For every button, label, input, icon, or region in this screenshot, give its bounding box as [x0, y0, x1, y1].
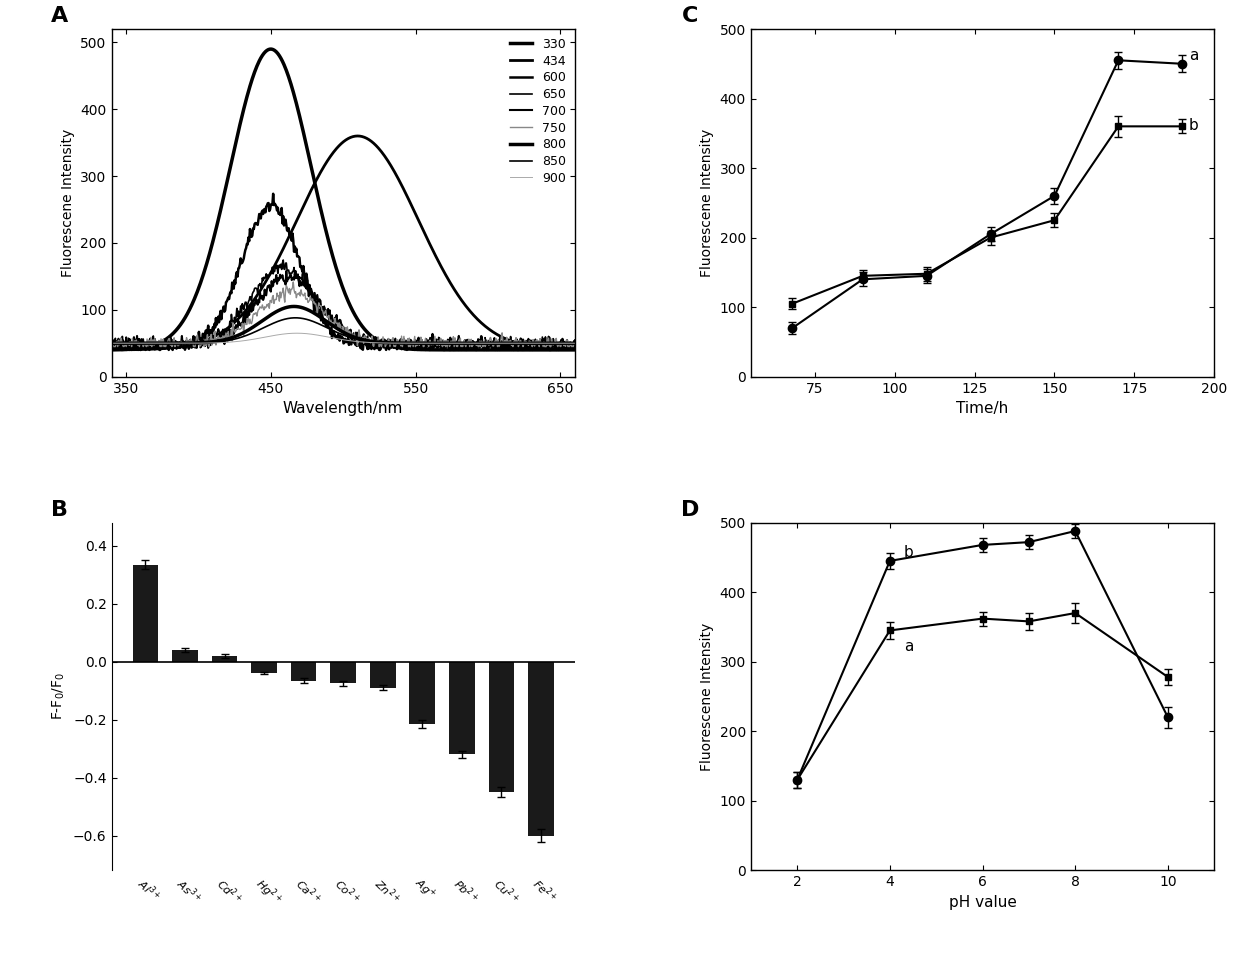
Y-axis label: Fluorescene Intensity: Fluorescene Intensity — [61, 129, 74, 277]
Y-axis label: Fluorescene Intensity: Fluorescene Intensity — [700, 623, 714, 771]
Bar — [252, 661, 278, 673]
Text: b: b — [903, 545, 913, 561]
Bar — [172, 650, 198, 661]
Bar — [291, 661, 316, 681]
Text: a: a — [903, 639, 913, 655]
Bar — [449, 661, 475, 754]
X-axis label: Time/h: Time/h — [957, 401, 1009, 416]
Text: a: a — [1188, 48, 1198, 63]
Bar — [409, 661, 435, 724]
Bar — [133, 565, 159, 661]
Text: B: B — [51, 500, 68, 519]
Text: C: C — [681, 6, 698, 26]
Bar — [488, 661, 514, 792]
Y-axis label: Fluorescene Intensity: Fluorescene Intensity — [700, 129, 714, 277]
Bar — [370, 661, 395, 688]
X-axis label: pH value: pH value — [949, 894, 1016, 910]
Y-axis label: F-F$_0$/F$_0$: F-F$_0$/F$_0$ — [51, 672, 67, 720]
Bar — [212, 656, 238, 661]
Legend: 330, 434, 600, 650, 700, 750, 800, 850, 900: 330, 434, 600, 650, 700, 750, 800, 850, … — [507, 35, 569, 188]
Text: b: b — [1188, 118, 1198, 132]
X-axis label: Wavelength/nm: Wavelength/nm — [282, 401, 404, 416]
Bar — [331, 661, 356, 684]
Text: A: A — [51, 6, 68, 26]
Bar — [528, 661, 554, 835]
Text: D: D — [681, 500, 700, 519]
